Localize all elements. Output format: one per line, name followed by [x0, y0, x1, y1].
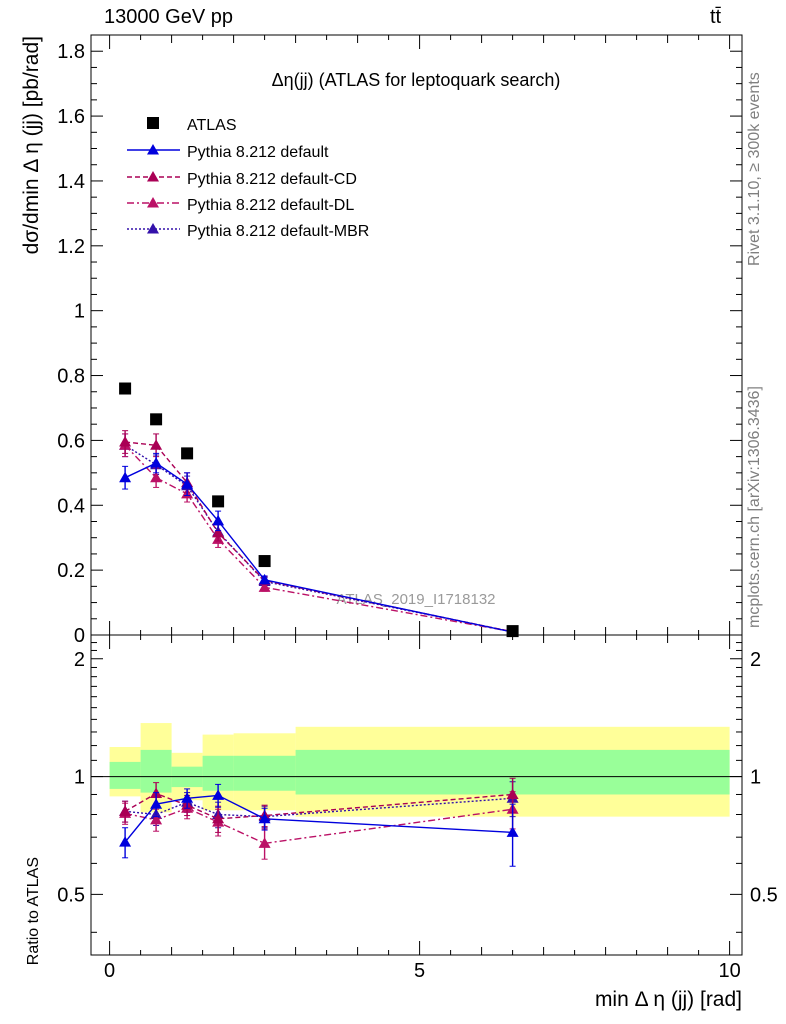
y-tick-label: 1.4 [57, 171, 85, 193]
series-line-2 [125, 441, 513, 633]
ratio-data-point [119, 805, 132, 816]
ratio-data-point [181, 792, 194, 803]
y-tick-label: 0 [74, 625, 85, 647]
rivet-version-label: Rivet 3.1.10, ≥ 300k events [746, 72, 763, 266]
ratio-y-tick-label-right: 0.5 [750, 884, 778, 906]
atlas-data-point [506, 625, 519, 638]
legend-marker [147, 144, 159, 155]
ratio-line-3 [125, 797, 513, 818]
atlas-data-point [258, 555, 271, 568]
series-line-3 [124, 444, 513, 633]
ratio-y-tick-label-right: 2 [750, 649, 761, 671]
legend-label: Pythia 8.212 default-CD [187, 171, 357, 188]
ratio-data-point [506, 788, 519, 799]
atlas-data-point [212, 495, 225, 508]
y-tick-label: 0.8 [57, 366, 85, 388]
y-tick-label: 1.8 [57, 41, 85, 63]
main-panel: 0 0.2 0.4 0.6 0.8 1 1.2 1.4 1.6 1.8 dσ/dmin Δ η (j… [20, 34, 743, 647]
main-y-axis-label: dσ/dmin Δ η (jj) [pb/rad] [20, 36, 43, 254]
uncertainty-band-inner [233, 755, 296, 791]
uncertainty-band-inner [109, 761, 141, 789]
mc-data-point [212, 514, 225, 526]
mc-data-point [150, 457, 163, 468]
y-tick-label: 1 [74, 301, 85, 323]
ratio-y-tick-label: 1 [74, 767, 85, 789]
x-tick-label: 5 [414, 960, 425, 982]
y-tick-label: 1.2 [57, 236, 85, 258]
mc-data-point [119, 471, 132, 483]
ratio-y-tick-label: 2 [74, 649, 85, 671]
ratio-y-axis-label: Ratio to ATLAS [25, 857, 42, 965]
x-axis-label: min Δ η (jj) [rad] [595, 988, 742, 1011]
ratio-data-point [212, 789, 225, 800]
ratio-data-point [258, 812, 271, 824]
ratio-y-tick-label: 0.5 [57, 884, 85, 906]
ratio-data-point [119, 836, 132, 847]
legend-marker [147, 223, 159, 234]
mc-data-point [150, 471, 163, 483]
ratio-line-2 [124, 807, 513, 845]
ratio-panel: 0 5 10 0.5 0.5 1 1 2 2 Ratio to ATLAS min Δ η (jj)… [25, 634, 778, 1011]
mc-data-point [119, 436, 132, 447]
legend-marker [147, 171, 159, 182]
ratio-line-0 [124, 794, 513, 843]
mc-data-point [212, 526, 225, 538]
y-tick-label: 0.6 [57, 430, 85, 452]
legend-label: Pythia 8.212 default-DL [187, 197, 354, 214]
mcplots-label: mcplots.cern.ch [arXiv:1306.3436] [746, 386, 763, 628]
atlas-data-point [119, 382, 132, 395]
mc-data-point [258, 573, 271, 585]
mc-data-point [258, 581, 271, 592]
x-tick-label: 0 [104, 960, 115, 982]
header-process: 13000 GeV pp [104, 6, 233, 28]
ratio-data-point [212, 812, 225, 824]
legend: ATLAS Pythia 8.212 default Pythia 8.212 de… [127, 117, 369, 240]
y-tick-label: 1.6 [57, 106, 85, 128]
x-tick-label: 10 [718, 960, 740, 982]
ratio-data-point [258, 837, 271, 848]
ratio-data-point [150, 813, 163, 825]
header-final-state: tt̄ [710, 6, 722, 28]
legend-label: Pythia 8.212 default [187, 144, 329, 161]
legend-label: ATLAS [187, 117, 237, 134]
legend-marker-atlas [147, 117, 159, 129]
ratio-data-point [506, 826, 519, 837]
ratio-data-point [150, 798, 163, 809]
plot-title: Δη(jj) (ATLAS for leptoquark search) [272, 70, 561, 90]
series-line-4 [124, 444, 513, 633]
mc-data-point [150, 439, 163, 450]
ratio-frame [90, 634, 743, 956]
y-tick-label: 0.4 [57, 495, 85, 517]
legend-marker [147, 197, 159, 208]
atlas-data-point [181, 447, 194, 460]
y-tick-label: 0.2 [57, 560, 85, 582]
ratio-y-tick-label-right: 1 [750, 767, 761, 789]
legend-label: Pythia 8.212 default-MBR [187, 223, 369, 240]
atlas-data-point [150, 413, 163, 426]
series-line-1 [124, 462, 513, 633]
mc-data-point [181, 478, 194, 489]
